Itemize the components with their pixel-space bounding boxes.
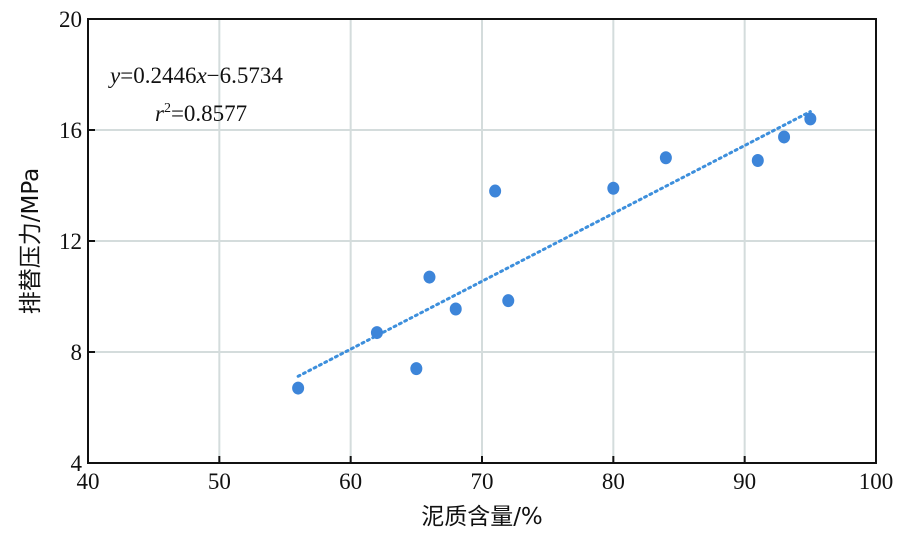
data-point — [659, 151, 672, 165]
data-point — [370, 326, 383, 340]
data-point — [804, 112, 817, 126]
data-point — [778, 130, 791, 144]
trendline-layer — [296, 110, 812, 378]
trendline — [296, 110, 812, 378]
x-tick-label: 100 — [859, 469, 894, 494]
x-axis-title: 泥质含量/% — [421, 504, 543, 530]
x-tick-label: 50 — [208, 469, 231, 494]
y-tick-label: 12 — [59, 229, 82, 254]
data-point — [607, 181, 620, 195]
data-points — [292, 112, 817, 395]
regression-equation: y=0.2446x−6.5734 — [108, 63, 283, 88]
data-point — [423, 270, 436, 284]
eq-var-x: x — [195, 63, 207, 88]
x-tick-label: 40 — [77, 469, 100, 494]
x-tick-label: 80 — [602, 469, 625, 494]
y-axis-title: 排替压力/MPa — [18, 168, 44, 315]
x-tick-label: 90 — [733, 469, 756, 494]
data-point — [751, 154, 764, 168]
y-tick-label: 4 — [71, 451, 83, 476]
eq-var-y: y — [108, 63, 121, 88]
r2-value: =0.8577 — [171, 101, 247, 126]
r2-sup: 2 — [164, 101, 171, 116]
data-point — [449, 302, 462, 316]
eq-slope: =0.2446 — [120, 63, 196, 88]
y-tick-label: 16 — [59, 118, 82, 143]
r2-var: r — [155, 101, 165, 126]
eq-intercept: −6.5734 — [207, 63, 284, 88]
y-tick-label: 20 — [59, 7, 82, 32]
x-tick-label: 70 — [471, 469, 494, 494]
data-point — [292, 381, 305, 395]
data-point — [502, 294, 515, 308]
y-tick-label: 8 — [71, 340, 83, 365]
data-point — [489, 184, 502, 198]
r-squared-label: r2=0.8577 — [155, 101, 247, 126]
x-tick-label: 60 — [339, 469, 362, 494]
tick-layer: 40 50 60 70 80 90 100 4 8 12 16 20 — [59, 7, 893, 494]
data-point — [410, 362, 423, 376]
grid-layer — [88, 19, 876, 463]
